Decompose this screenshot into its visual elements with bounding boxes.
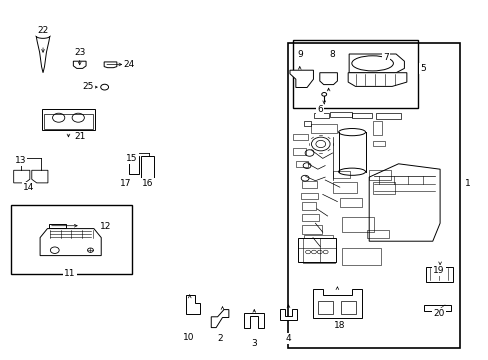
Polygon shape [104, 62, 117, 68]
Text: 13: 13 [15, 156, 26, 165]
Bar [41, 109, 95, 130]
Ellipse shape [338, 129, 365, 136]
Text: 17: 17 [120, 179, 132, 188]
Polygon shape [14, 170, 30, 183]
Bar [293, 148, 305, 155]
Bar [366, 230, 388, 238]
Text: 11: 11 [64, 269, 76, 278]
Polygon shape [348, 54, 404, 73]
Ellipse shape [323, 250, 327, 254]
Bar [300, 193, 317, 199]
Ellipse shape [72, 113, 84, 122]
Bar [372, 141, 384, 146]
Text: 22: 22 [37, 26, 49, 35]
Text: 23: 23 [74, 48, 85, 57]
Polygon shape [40, 229, 101, 256]
Ellipse shape [303, 163, 310, 168]
Text: 15: 15 [126, 154, 138, 163]
Bar [11, 205, 132, 274]
Polygon shape [36, 36, 50, 73]
Text: 16: 16 [142, 179, 154, 188]
Ellipse shape [321, 93, 326, 96]
Polygon shape [73, 61, 86, 68]
Bar [304, 235, 333, 248]
Polygon shape [312, 289, 361, 318]
Ellipse shape [317, 250, 322, 254]
Bar [302, 214, 319, 221]
Bar [368, 170, 390, 180]
Text: 1: 1 [464, 179, 469, 188]
Bar [375, 113, 400, 119]
Ellipse shape [301, 175, 308, 181]
Text: 9: 9 [297, 50, 303, 59]
Text: 21: 21 [74, 132, 85, 141]
Text: 18: 18 [333, 321, 345, 330]
Bar [342, 217, 373, 232]
Text: 4: 4 [285, 334, 291, 343]
Polygon shape [141, 156, 154, 179]
Polygon shape [128, 156, 139, 174]
Bar [332, 171, 349, 178]
Bar [310, 124, 337, 133]
Bar [372, 182, 394, 194]
Bar [423, 305, 450, 311]
Text: 2: 2 [217, 334, 223, 343]
Text: 12: 12 [100, 222, 111, 231]
Bar [329, 112, 351, 117]
Bar [313, 113, 328, 118]
Polygon shape [244, 313, 264, 328]
Bar [302, 202, 315, 210]
Ellipse shape [311, 250, 316, 254]
Polygon shape [185, 295, 199, 314]
Text: 5: 5 [420, 64, 426, 73]
Polygon shape [49, 224, 66, 228]
Polygon shape [368, 164, 439, 241]
Ellipse shape [338, 168, 365, 175]
Bar [44, 114, 93, 129]
Polygon shape [347, 73, 406, 86]
Bar [426, 267, 452, 282]
Ellipse shape [53, 113, 65, 122]
Polygon shape [298, 238, 336, 262]
Bar [295, 161, 307, 167]
Ellipse shape [36, 34, 50, 39]
Ellipse shape [87, 248, 93, 252]
Polygon shape [319, 73, 337, 85]
Text: 20: 20 [432, 310, 444, 319]
Text: 6: 6 [317, 105, 323, 114]
Text: 8: 8 [329, 50, 335, 59]
Polygon shape [211, 310, 228, 328]
Text: 24: 24 [123, 60, 134, 69]
Ellipse shape [101, 84, 108, 90]
Bar [372, 121, 382, 135]
Bar [351, 113, 371, 118]
Bar [339, 198, 361, 207]
Bar [304, 121, 310, 126]
Bar [293, 134, 307, 140]
Text: 19: 19 [432, 266, 444, 275]
Bar [302, 181, 316, 188]
Bar [293, 40, 417, 108]
Text: 7: 7 [383, 53, 388, 62]
Bar [342, 248, 381, 265]
Ellipse shape [305, 250, 310, 254]
Bar [302, 225, 321, 234]
Bar [341, 301, 355, 314]
Ellipse shape [311, 137, 329, 151]
Polygon shape [289, 70, 313, 87]
Polygon shape [279, 309, 297, 320]
Bar [287, 43, 459, 348]
Ellipse shape [351, 56, 392, 71]
Ellipse shape [305, 150, 313, 156]
Text: 14: 14 [22, 183, 34, 192]
Ellipse shape [315, 140, 325, 148]
Text: 10: 10 [182, 333, 194, 342]
Text: 25: 25 [82, 82, 94, 91]
Bar [332, 182, 356, 193]
Polygon shape [32, 170, 48, 183]
Ellipse shape [50, 247, 59, 253]
Bar [303, 252, 334, 263]
Bar [317, 301, 332, 314]
Text: 3: 3 [251, 339, 257, 348]
